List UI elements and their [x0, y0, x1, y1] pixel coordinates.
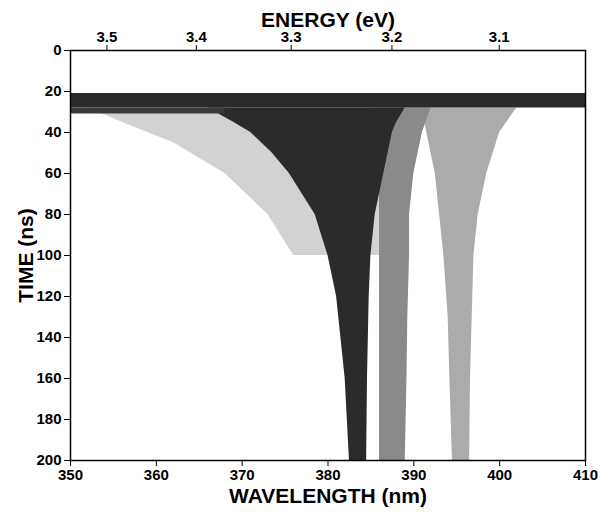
svg-text:180: 180: [36, 410, 61, 427]
svg-text:0: 0: [53, 41, 61, 58]
svg-text:370: 370: [230, 466, 255, 483]
svg-text:390: 390: [401, 466, 426, 483]
svg-text:ENERGY (eV): ENERGY (eV): [261, 8, 395, 31]
svg-text:40: 40: [45, 123, 62, 140]
svg-text:TIME (ns): TIME (ns): [14, 208, 37, 303]
svg-text:3.3: 3.3: [280, 27, 302, 45]
svg-text:3.5: 3.5: [96, 28, 117, 45]
svg-text:100: 100: [36, 246, 61, 263]
svg-text:160: 160: [36, 369, 61, 386]
svg-text:20: 20: [45, 82, 62, 99]
svg-text:WAVELENGTH (nm): WAVELENGTH (nm): [229, 484, 427, 507]
svg-text:80: 80: [45, 205, 62, 222]
svg-text:410: 410: [573, 466, 598, 483]
svg-text:400: 400: [487, 466, 512, 483]
svg-text:3.2: 3.2: [381, 27, 403, 45]
svg-text:360: 360: [144, 466, 169, 483]
svg-text:200: 200: [36, 451, 61, 468]
svg-text:140: 140: [36, 328, 61, 345]
svg-text:380: 380: [315, 466, 340, 483]
svg-text:60: 60: [45, 164, 62, 181]
svg-text:3.1: 3.1: [489, 28, 510, 45]
svg-text:3.4: 3.4: [186, 28, 208, 45]
svg-text:350: 350: [58, 466, 83, 483]
svg-text:120: 120: [36, 287, 61, 304]
